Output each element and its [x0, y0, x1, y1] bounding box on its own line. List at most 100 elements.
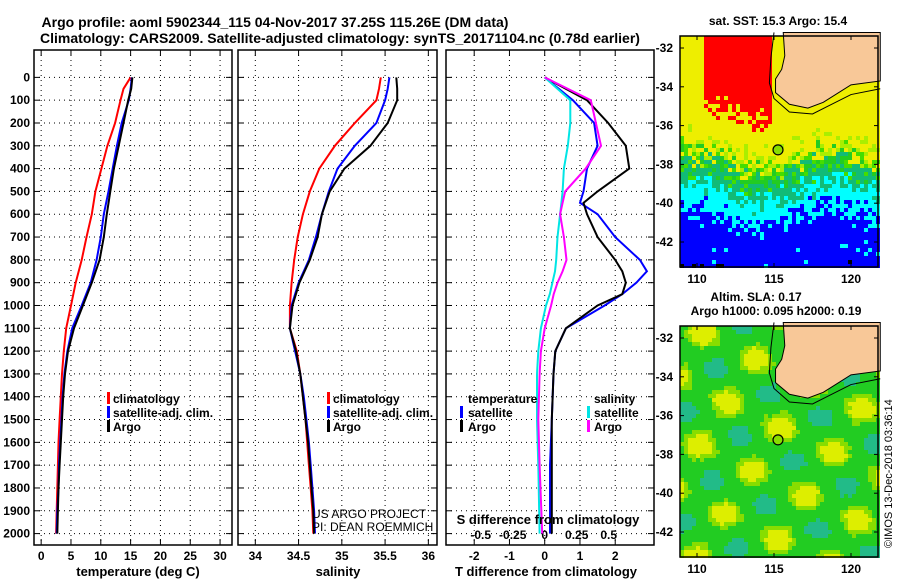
map-cell: [708, 236, 712, 240]
map-cell: [756, 168, 760, 172]
map-cell: [720, 140, 724, 144]
x-tick-label: 5: [68, 549, 75, 563]
map-cell: [696, 224, 700, 228]
map-cell: [704, 128, 708, 132]
map-cell: [756, 176, 760, 180]
map-cell: [796, 168, 800, 172]
map-cell: [704, 358, 708, 362]
map-cell: [736, 216, 740, 220]
map-cell: [736, 394, 740, 398]
map-cell: [756, 438, 760, 442]
map-cell: [684, 358, 688, 362]
map-cell: [700, 128, 704, 132]
map-cell: [812, 168, 816, 172]
legend-swatch-satellite: [327, 406, 330, 418]
map-cell: [748, 358, 752, 362]
map-cell: [720, 366, 724, 370]
map-cell: [784, 406, 788, 410]
map-cell: [704, 422, 708, 426]
map-cell: [868, 96, 872, 100]
map-cell: [716, 208, 720, 212]
map-cell: [752, 260, 756, 264]
map-cell: [752, 382, 756, 386]
map-cell: [768, 128, 772, 132]
map-cell: [860, 406, 864, 410]
map-cell: [732, 422, 736, 426]
map-cell: [744, 80, 748, 84]
map-cell: [860, 438, 864, 442]
map-cell: [724, 76, 728, 80]
map-cell: [780, 164, 784, 168]
map-cell: [812, 140, 816, 144]
map-cell: [868, 128, 872, 132]
map-cell: [716, 156, 720, 160]
map-cell: [732, 354, 736, 358]
map-cell: [784, 228, 788, 232]
map-cell: [700, 256, 704, 260]
map-cell: [760, 358, 764, 362]
map-cell: [860, 434, 864, 438]
map-cell: [688, 430, 692, 434]
map-cell: [708, 350, 712, 354]
map-cell: [744, 358, 748, 362]
map-cell: [728, 398, 732, 402]
map-cell: [740, 342, 744, 346]
map-cell: [752, 96, 756, 100]
map-cell: [832, 244, 836, 248]
map-cell: [864, 454, 868, 458]
map-cell: [684, 406, 688, 410]
map-cell: [712, 338, 716, 342]
map-cell: [868, 398, 872, 402]
map-cell: [872, 212, 876, 216]
map-cell: [688, 76, 692, 80]
map-cell: [820, 212, 824, 216]
map-cell: [824, 398, 828, 402]
map-cell: [792, 168, 796, 172]
map-cell: [804, 414, 808, 418]
map-cell: [760, 164, 764, 168]
map-cell: [836, 192, 840, 196]
map-cell: [708, 132, 712, 136]
map-cell: [728, 232, 732, 236]
map-cell: [732, 220, 736, 224]
map-cell: [724, 406, 728, 410]
map-cell: [772, 350, 776, 354]
map-cell: [684, 76, 688, 80]
credit-project: US ARGO PROJECT: [312, 507, 427, 521]
map-cell: [860, 156, 864, 160]
map-cell: [736, 382, 740, 386]
map-cell: [788, 168, 792, 172]
map-cell: [820, 256, 824, 260]
map-cell: [688, 188, 692, 192]
map-cell: [692, 112, 696, 116]
map-cell: [696, 204, 700, 208]
map-cell: [824, 184, 828, 188]
map-cell: [768, 454, 772, 458]
map-cell: [700, 406, 704, 410]
map-cell: [776, 48, 780, 52]
map-cell: [692, 148, 696, 152]
map-cell: [756, 180, 760, 184]
map-cell: [716, 252, 720, 256]
map-cell: [708, 402, 712, 406]
map-cell: [692, 44, 696, 48]
map-cell: [756, 220, 760, 224]
map-cell: [856, 132, 860, 136]
map-cell: [760, 338, 764, 342]
map-cell: [864, 168, 868, 172]
map-cell: [720, 256, 724, 260]
map-cell: [836, 136, 840, 140]
map-cell: [864, 128, 868, 132]
map-cell: [872, 132, 876, 136]
map-cell: [692, 362, 696, 366]
map-cell: [768, 112, 772, 116]
map-cell: [684, 228, 688, 232]
map-cell: [768, 414, 772, 418]
lat-tick-label: -42: [656, 235, 674, 249]
map-cell: [840, 256, 844, 260]
map-cell: [744, 108, 748, 112]
map-cell: [748, 80, 752, 84]
map-cell: [704, 394, 708, 398]
map-cell: [704, 378, 708, 382]
map-cell: [848, 430, 852, 434]
